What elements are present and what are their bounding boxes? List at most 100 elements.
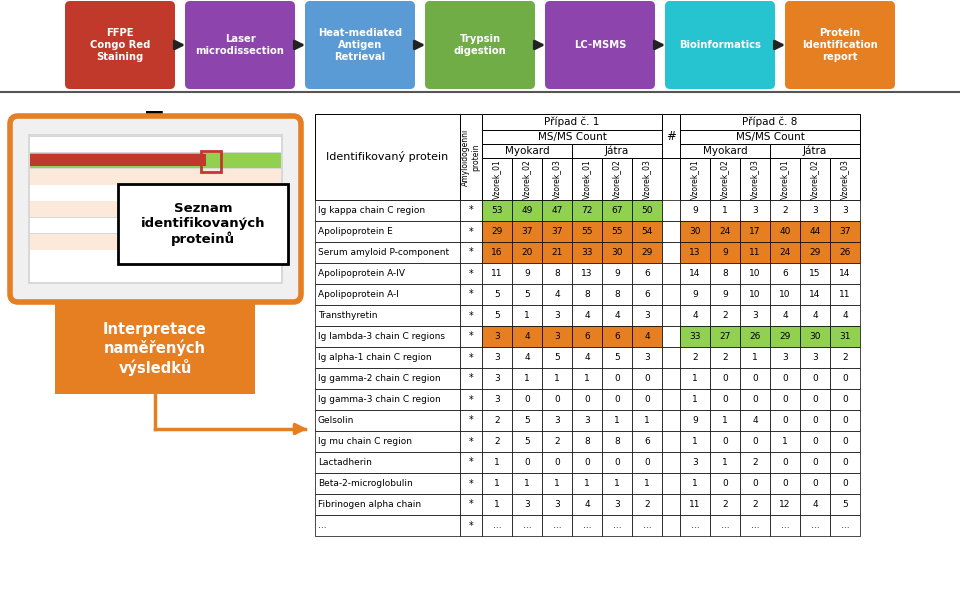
Text: 37: 37 [839, 227, 851, 236]
Text: 1: 1 [752, 353, 757, 362]
Text: 0: 0 [524, 395, 530, 404]
Bar [680, 144, 770, 158]
Bar [830, 242, 860, 263]
Bar [482, 200, 512, 221]
Bar [632, 452, 662, 473]
Bar [680, 263, 710, 284]
Text: Případ č. 8: Případ č. 8 [742, 117, 798, 127]
Text: 0: 0 [722, 395, 728, 404]
Bar [800, 473, 830, 494]
Text: 26: 26 [750, 332, 760, 341]
Text: 0: 0 [842, 458, 848, 467]
Text: 3: 3 [752, 206, 757, 215]
Text: 4: 4 [753, 416, 757, 425]
Text: Vzorek_01: Vzorek_01 [690, 159, 700, 199]
Bar [632, 305, 662, 326]
Bar [800, 200, 830, 221]
Text: 55: 55 [612, 227, 623, 236]
Text: 16: 16 [492, 248, 503, 257]
Bar [680, 284, 710, 305]
Bar [680, 410, 710, 431]
Text: 29: 29 [641, 248, 653, 257]
Bar [710, 389, 740, 410]
Text: 8: 8 [554, 269, 560, 278]
Bar [710, 368, 740, 389]
Bar [800, 410, 830, 431]
Text: 9: 9 [614, 269, 620, 278]
Bar [740, 242, 770, 263]
Text: Serum amyloid P-component: Serum amyloid P-component [318, 248, 449, 257]
Bar [602, 431, 632, 452]
Bar [632, 410, 662, 431]
Bar [662, 410, 680, 431]
Bar [680, 389, 710, 410]
Text: 1: 1 [524, 311, 530, 320]
Bar [770, 347, 800, 368]
Bar [460, 452, 482, 473]
Text: 3: 3 [494, 332, 500, 341]
Bar [830, 389, 860, 410]
Text: 0: 0 [524, 458, 530, 467]
Text: 29: 29 [780, 332, 791, 341]
Bar [680, 473, 710, 494]
Text: 67: 67 [612, 206, 623, 215]
Bar [680, 158, 710, 200]
Bar [542, 158, 572, 200]
Text: 13: 13 [689, 248, 701, 257]
Text: 0: 0 [752, 374, 757, 383]
Text: Laser
microdissection: Laser microdissection [196, 34, 284, 56]
Bar [542, 389, 572, 410]
Text: 4: 4 [585, 500, 589, 509]
Text: 0: 0 [842, 437, 848, 446]
Bar [830, 263, 860, 284]
Text: Seznam
identifikovaných
proteinů: Seznam identifikovaných proteinů [141, 202, 265, 246]
Bar [602, 410, 632, 431]
Bar [460, 326, 482, 347]
Text: ...: ... [492, 521, 501, 530]
Text: 53: 53 [492, 206, 503, 215]
Text: Transthyretin: Transthyretin [318, 311, 377, 320]
Bar [542, 200, 572, 221]
Text: 24: 24 [719, 227, 731, 236]
FancyBboxPatch shape [65, 1, 175, 89]
Bar [740, 410, 770, 431]
Bar [770, 410, 800, 431]
Text: 0: 0 [842, 395, 848, 404]
Text: ...: ... [522, 521, 531, 530]
Bar [830, 515, 860, 536]
Bar [770, 389, 800, 410]
Text: 4: 4 [614, 311, 620, 320]
Text: 1: 1 [494, 500, 500, 509]
Text: *: * [468, 248, 473, 257]
Text: 11: 11 [839, 290, 851, 299]
Text: 30: 30 [689, 227, 701, 236]
Bar [460, 368, 482, 389]
Text: *: * [468, 205, 473, 216]
Text: Fibrinogen alpha chain: Fibrinogen alpha chain [318, 500, 421, 509]
FancyBboxPatch shape [305, 1, 415, 89]
Bar [662, 326, 680, 347]
Bar [315, 368, 460, 389]
Bar [482, 431, 512, 452]
Bar [680, 368, 710, 389]
Text: 2: 2 [692, 353, 698, 362]
Text: 1: 1 [692, 395, 698, 404]
Text: ...: ... [583, 521, 591, 530]
Bar [830, 326, 860, 347]
Bar [830, 221, 860, 242]
Text: Apolipoprotein A-I: Apolipoprotein A-I [318, 290, 398, 299]
FancyBboxPatch shape [425, 1, 535, 89]
Bar [482, 263, 512, 284]
Text: 3: 3 [842, 206, 848, 215]
Bar [830, 452, 860, 473]
Text: 9: 9 [692, 206, 698, 215]
Text: Vzorek_02: Vzorek_02 [810, 159, 820, 199]
Text: FFPE
Congo Red
Staining: FFPE Congo Red Staining [90, 28, 150, 62]
Bar [460, 284, 482, 305]
Text: 2: 2 [722, 500, 728, 509]
Text: 1: 1 [722, 416, 728, 425]
Bar [512, 410, 542, 431]
Text: 8: 8 [722, 269, 728, 278]
Bar [740, 452, 770, 473]
Bar [542, 305, 572, 326]
